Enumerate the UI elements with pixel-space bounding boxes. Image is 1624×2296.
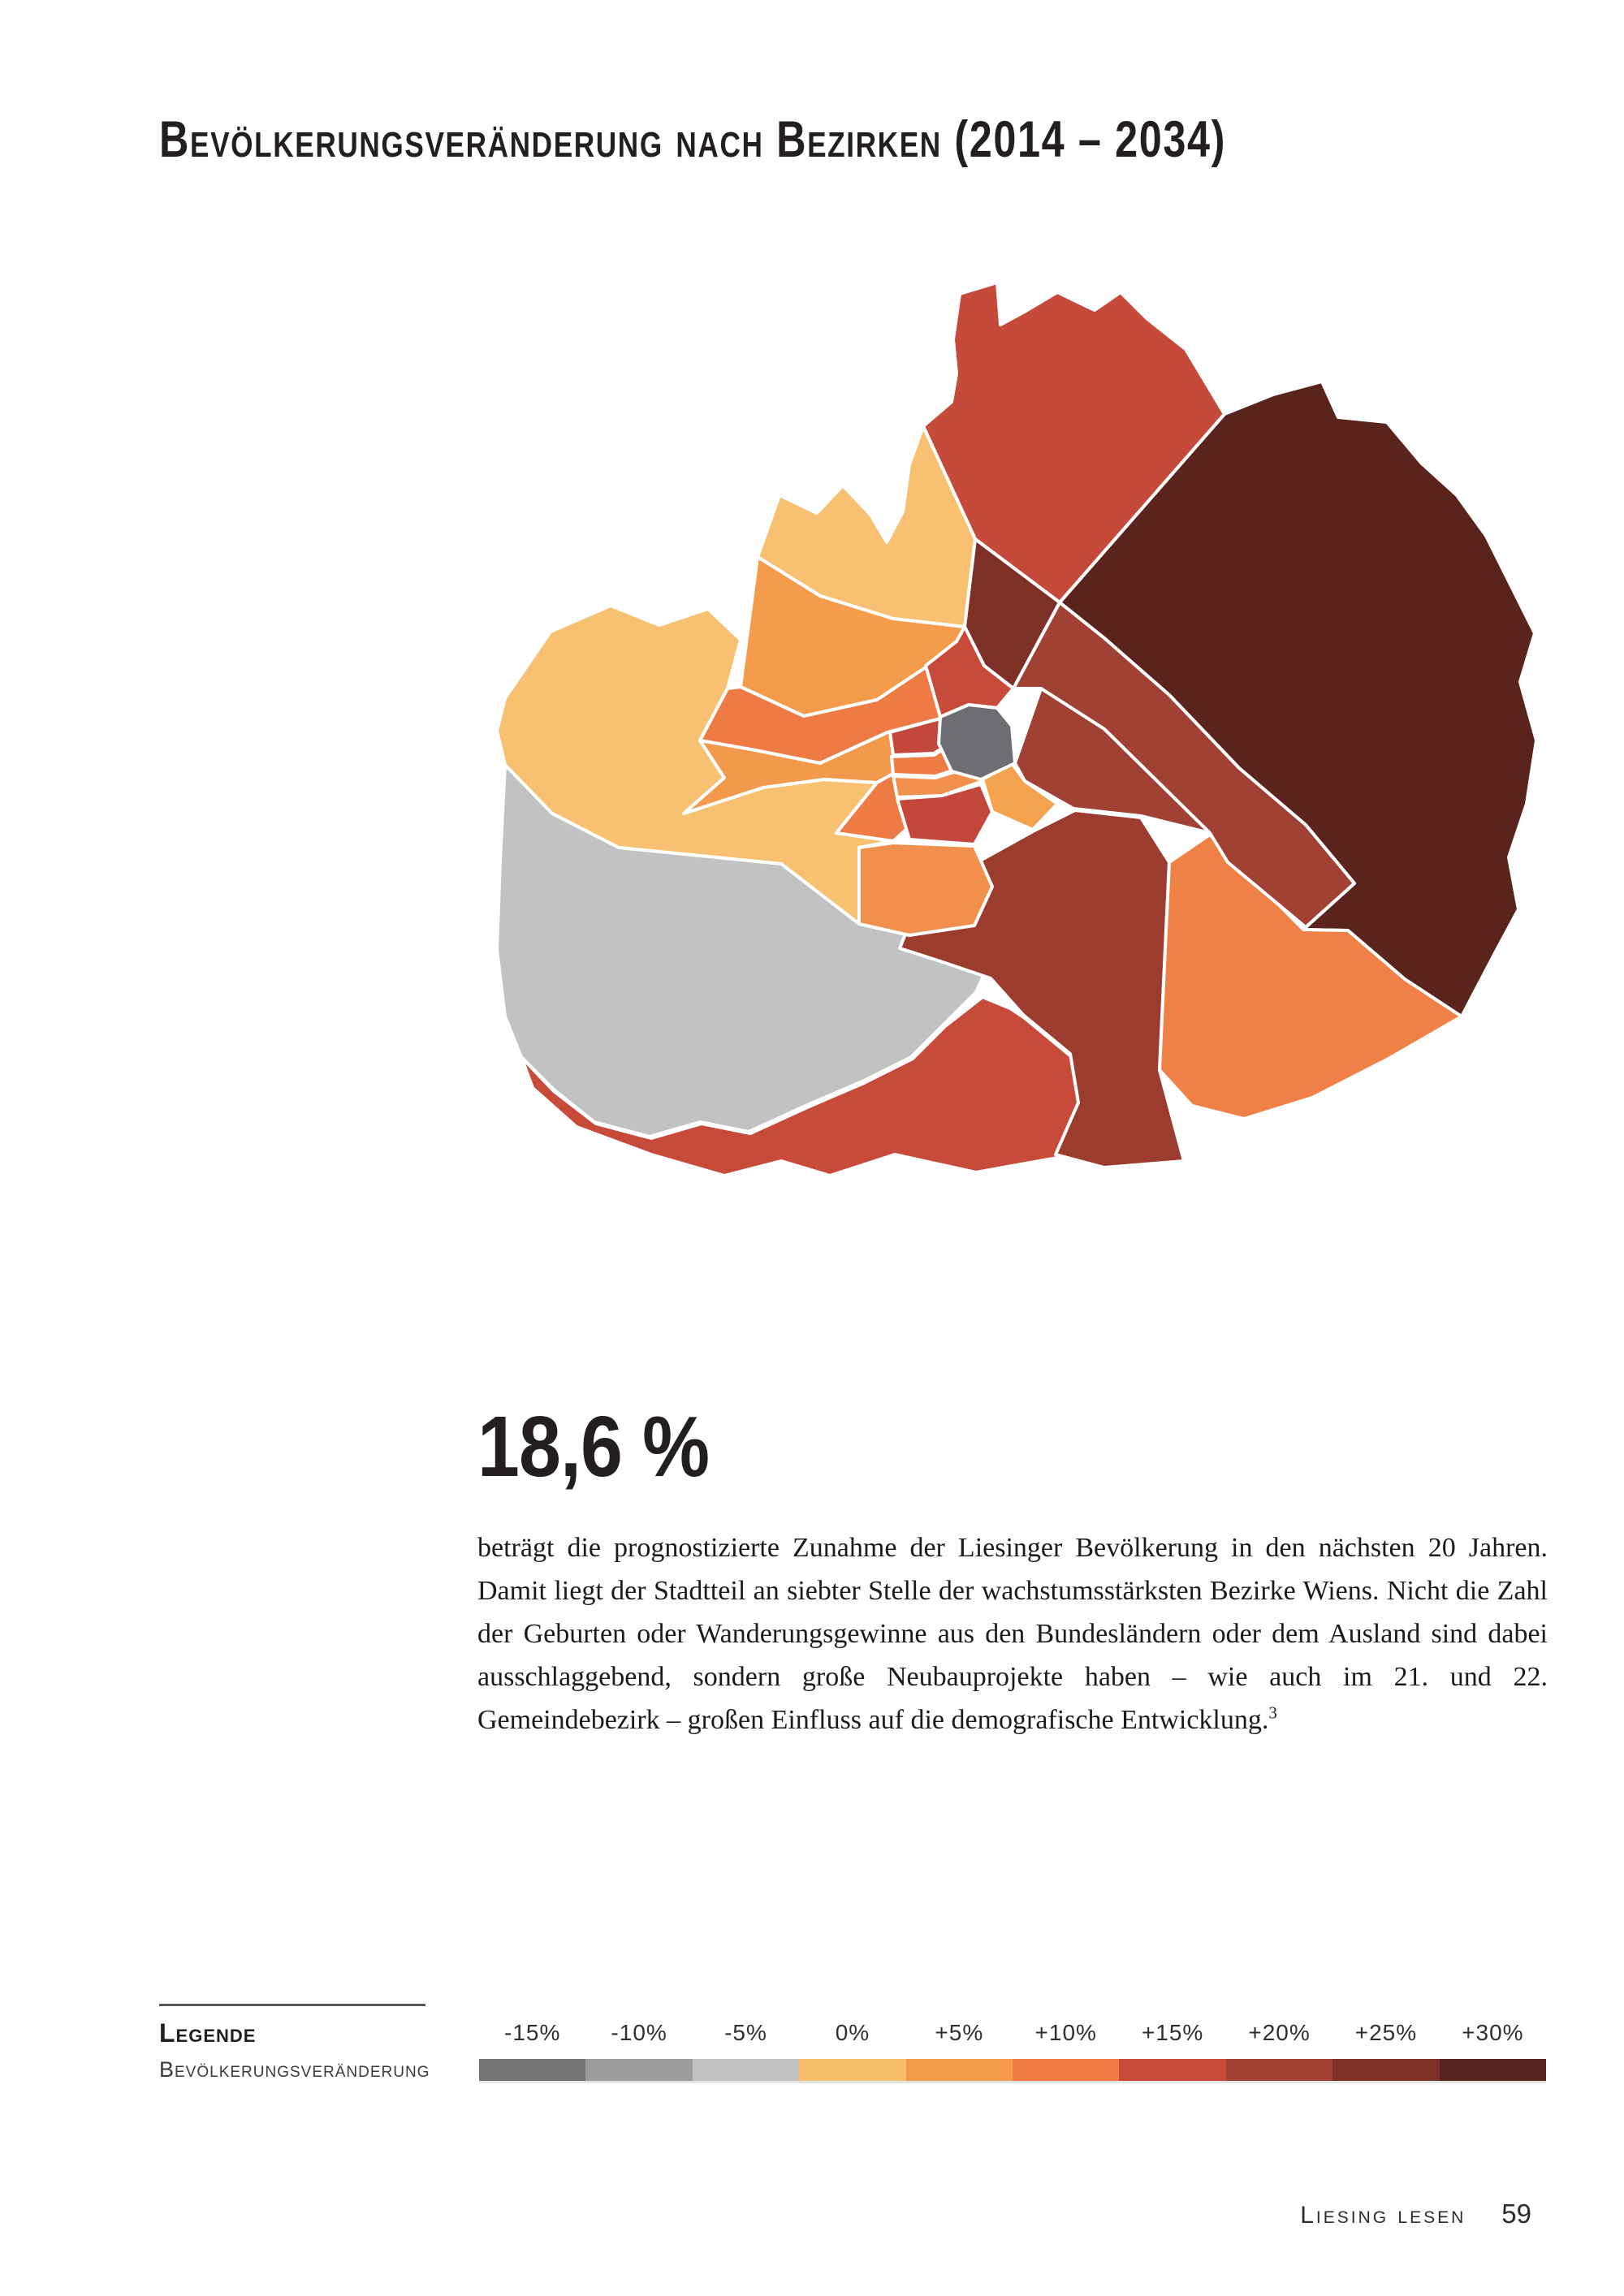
- legend-divider-rule: [159, 2004, 425, 2006]
- district-meidling: [857, 841, 994, 937]
- legend-tick-label: +5%: [935, 2020, 984, 2045]
- legend-color-swatch: [585, 2059, 693, 2081]
- legend-tick-label: +20%: [1248, 2020, 1311, 2045]
- legend-color-swatch: [1332, 2059, 1440, 2081]
- legend-tick-labels: -15% -10% -5% 0% +5% +10% +15% +20% +25% +30%: [479, 2020, 1546, 2046]
- legend-tick-label: +15%: [1141, 2020, 1204, 2045]
- legend-color-swatch: [905, 2059, 1013, 2081]
- legend-color-swatch: [799, 2059, 906, 2081]
- vienna-districts-map: [455, 244, 1543, 1177]
- stat-value: 18,6 %: [477, 1399, 710, 1495]
- district-floridsdorf: [922, 281, 1226, 604]
- legend-tick-label: +25%: [1354, 2020, 1418, 2045]
- legend-color-swatch: [1439, 2059, 1547, 2081]
- legend-color-swatch: [479, 2059, 586, 2081]
- footer-book-title: Liesing lesen: [1300, 2202, 1466, 2229]
- legend-color-bar: [479, 2059, 1547, 2081]
- legend-heading: Legende: [159, 2018, 257, 2048]
- page-title: Bevölkerungsveränderung nach Bezirken (2…: [159, 111, 1227, 168]
- legend-color-swatch: [1119, 2059, 1226, 2081]
- choropleth-map-svg: [495, 281, 1538, 1177]
- legend-subheading: Bevölkerungsveränderung: [159, 2057, 430, 2082]
- legend-tick-label: +10%: [1034, 2020, 1097, 2045]
- page-footer: Liesing lesen 59: [1300, 2199, 1531, 2229]
- district-innere-stadt: [937, 703, 1017, 781]
- legend-color-swatch: [692, 2059, 800, 2081]
- legend-color-swatch: [1013, 2059, 1120, 2081]
- stat-paragraph: beträgt die prognostizierte Zunahme der …: [477, 1526, 1548, 1741]
- district-leopoldstadt: [1012, 601, 1356, 929]
- legend-tick-label: 0%: [835, 2020, 870, 2045]
- footnote-marker: 3: [1268, 1703, 1277, 1723]
- legend-tick-label: -15%: [504, 2020, 561, 2045]
- legend-tick-label: -5%: [724, 2020, 767, 2045]
- stat-paragraph-text: beträgt die prognostizierte Zunahme der …: [477, 1533, 1548, 1735]
- legend-tick-label: -10%: [611, 2020, 667, 2045]
- legend-color-swatch: [1225, 2059, 1333, 2081]
- footer-page-number: 59: [1501, 2199, 1531, 2229]
- legend-tick-label: +30%: [1462, 2020, 1524, 2045]
